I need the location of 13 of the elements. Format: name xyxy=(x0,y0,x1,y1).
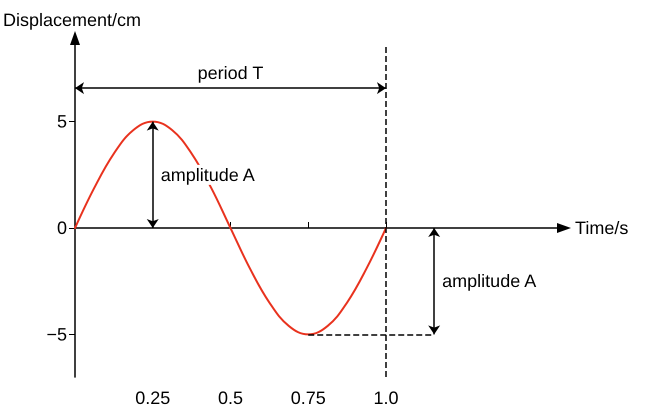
x-tick-label: 0.25 xyxy=(135,388,170,407)
y-tick-label: 5 xyxy=(56,112,67,132)
y-tick-label: 0 xyxy=(56,218,67,238)
x-axis-title: Time/s xyxy=(575,218,628,238)
x-tick-label: 0.75 xyxy=(290,388,326,407)
y-tick-label: −5 xyxy=(46,324,67,344)
y-axis-title: Displacement/cm xyxy=(3,10,142,30)
annotation: amplitude A xyxy=(160,164,255,185)
x-tick-label: 0.5 xyxy=(218,388,243,407)
annotation: amplitude A xyxy=(442,271,536,292)
annotation: period T xyxy=(198,63,264,84)
x-tick-label: 1.0 xyxy=(373,388,398,407)
line-series xyxy=(74,120,387,336)
